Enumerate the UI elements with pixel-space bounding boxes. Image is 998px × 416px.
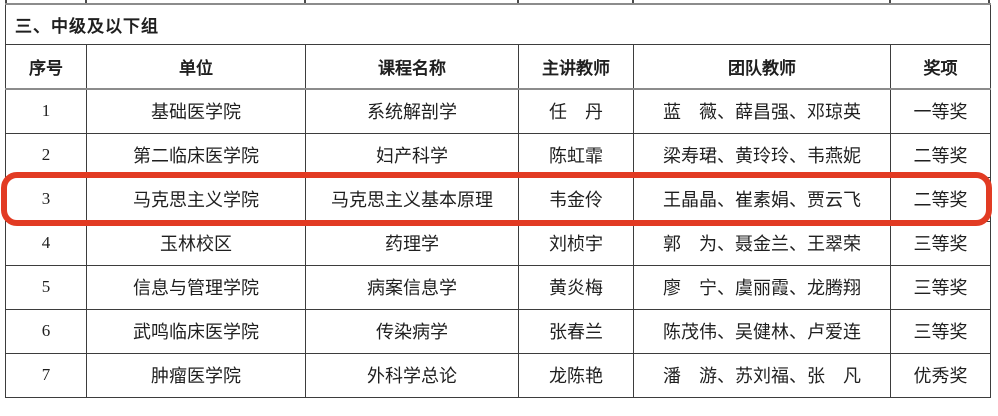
grid-line	[304, 0, 306, 3]
cell-course: 病案信息学	[305, 264, 519, 310]
table-row: 6 武鸣临床医学院 传染病学 张春兰 陈茂伟、吴健林、卢爱连 三等奖	[5, 308, 992, 354]
column-header-course: 课程名称	[305, 43, 519, 90]
cell-lecturer: 龙陈艳	[518, 352, 634, 398]
table-header-row: 序号 单位 课程名称 主讲教师 团队教师 奖项	[5, 43, 992, 90]
cell-course: 传染病学	[305, 308, 519, 354]
table-row: 2 第二临床医学院 妇产科学 陈虹霏 梁寿珺、黄玲玲、韦燕妮 二等奖	[5, 132, 992, 178]
grid-line	[889, 0, 891, 3]
cell-lecturer: 陈虹霏	[518, 132, 634, 178]
grid-line	[5, 0, 7, 3]
cell-award: 三等奖	[889, 264, 992, 310]
cell-team: 廖 宁、虞丽霞、龙腾翔	[633, 264, 891, 310]
cell-lecturer: 韦金伶	[518, 176, 634, 222]
cell-lecturer: 张春兰	[518, 308, 634, 354]
grid-line	[632, 0, 634, 3]
cell-lecturer: 刘桢宇	[518, 220, 634, 266]
cell-no: 5	[5, 264, 87, 310]
cell-no: 1	[5, 88, 87, 134]
award-table: 三、中级及以下组 序号 单位 课程名称 主讲教师 团队教师 奖项 1 基础医学院…	[4, 3, 992, 398]
cell-no: 6	[5, 308, 87, 354]
cell-team: 王晶晶、崔素娟、贾云飞	[633, 176, 891, 222]
column-header-award: 奖项	[889, 43, 992, 90]
cell-unit: 马克思主义学院	[86, 176, 306, 222]
cell-team: 蓝 薇、薛昌强、邓琼英	[633, 88, 891, 134]
cell-team: 梁寿珺、黄玲玲、韦燕妮	[633, 132, 891, 178]
cell-no: 3	[5, 176, 87, 222]
cell-course: 外科学总论	[305, 352, 519, 398]
previous-table-bottom-edge	[0, 0, 998, 3]
cell-award: 三等奖	[889, 308, 992, 354]
cell-course: 药理学	[305, 220, 519, 266]
cell-award: 二等奖	[889, 132, 992, 178]
cell-award: 优秀奖	[889, 352, 992, 398]
section-title-row: 三、中级及以下组	[4, 3, 992, 45]
table-row: 4 玉林校区 药理学 刘桢宇 郭 为、聂金兰、王翠荣 三等奖	[5, 220, 992, 266]
cell-course: 系统解剖学	[305, 88, 519, 134]
cell-team: 郭 为、聂金兰、王翠荣	[633, 220, 891, 266]
column-header-unit: 单位	[86, 43, 306, 90]
cell-award: 二等奖	[889, 176, 992, 222]
grid-line	[988, 0, 990, 3]
cell-award: 一等奖	[889, 88, 992, 134]
cell-unit: 信息与管理学院	[86, 264, 306, 310]
cell-course: 妇产科学	[305, 132, 519, 178]
cell-team: 陈茂伟、吴健林、卢爱连	[633, 308, 891, 354]
section-title: 三、中级及以下组	[4, 3, 992, 45]
cell-no: 2	[5, 132, 87, 178]
column-header-no: 序号	[5, 43, 87, 90]
cell-unit: 武鸣临床医学院	[86, 308, 306, 354]
cell-unit: 基础医学院	[86, 88, 306, 134]
cell-course: 马克思主义基本原理	[305, 176, 519, 222]
column-header-team: 团队教师	[633, 43, 891, 90]
cell-team: 潘 游、苏刘福、张 凡	[633, 352, 891, 398]
cell-no: 4	[5, 220, 87, 266]
cell-no: 7	[5, 352, 87, 398]
grid-line	[85, 0, 87, 3]
column-header-lecturer: 主讲教师	[518, 43, 634, 90]
cell-unit: 第二临床医学院	[86, 132, 306, 178]
cell-unit: 玉林校区	[86, 220, 306, 266]
cell-unit: 肿瘤医学院	[86, 352, 306, 398]
table-row: 7 肿瘤医学院 外科学总论 龙陈艳 潘 游、苏刘福、张 凡 优秀奖	[5, 352, 992, 398]
cell-award: 三等奖	[889, 220, 992, 266]
cell-lecturer: 任 丹	[518, 88, 634, 134]
table-row: 5 信息与管理学院 病案信息学 黄炎梅 廖 宁、虞丽霞、龙腾翔 三等奖	[5, 264, 992, 310]
cell-lecturer: 黄炎梅	[518, 264, 634, 310]
table-row: 1 基础医学院 系统解剖学 任 丹 蓝 薇、薛昌强、邓琼英 一等奖	[5, 88, 992, 134]
grid-line	[517, 0, 519, 3]
table-row-highlighted: 3 马克思主义学院 马克思主义基本原理 韦金伶 王晶晶、崔素娟、贾云飞 二等奖	[5, 176, 992, 222]
